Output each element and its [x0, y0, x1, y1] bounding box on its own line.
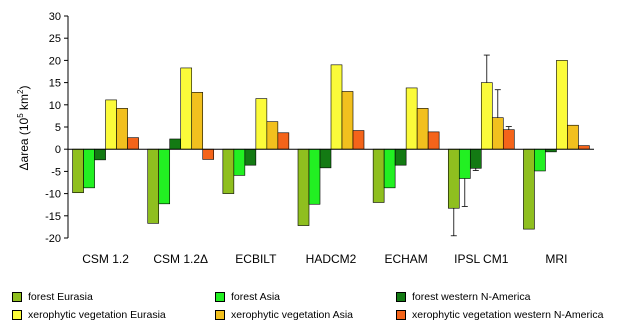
bar-s2-c3	[319, 148, 332, 169]
bar-s2-c1	[169, 138, 182, 150]
bar-s4-c1	[191, 92, 204, 150]
bar-s0-c3	[297, 148, 310, 226]
bar-s0-c2	[222, 148, 235, 194]
bar-s5-c3	[352, 130, 365, 150]
y-axis-title-part-3: )	[17, 86, 31, 90]
bar-s2-c4	[394, 148, 407, 166]
bar-s3-c2	[255, 98, 268, 150]
legend-swatch-5	[396, 310, 406, 320]
bar-s1-c5	[458, 148, 471, 179]
bar-s3-c4	[405, 87, 418, 150]
bar-s1-c1	[158, 148, 171, 205]
bar-s5-c0	[127, 137, 139, 150]
category-label-1: CSM 1.2Δ	[153, 252, 208, 266]
bar-s0-c4	[372, 148, 385, 203]
category-label-4: ECHAM	[384, 252, 427, 266]
legend-item-1: forest Asia	[215, 291, 280, 303]
bar-s5-c5	[502, 129, 515, 150]
bar-s4-c0	[116, 108, 128, 150]
y-tick-label-6: 0	[55, 144, 61, 156]
legend-item-5: xerophytic vegetation western N-America	[396, 309, 603, 321]
y-tick-label-4: 10	[49, 100, 61, 112]
legend-item-0: forest Eurasia	[12, 291, 93, 303]
svg-text:Δarea (105 km2): Δarea (105 km2)	[16, 86, 31, 171]
legend-label-5: xerophytic vegetation western N-America	[412, 309, 604, 321]
bar-s1-c2	[233, 148, 246, 176]
legend-swatch-4	[215, 310, 225, 320]
bar-s1-c0	[83, 148, 95, 189]
bar-s3-c1	[180, 67, 193, 150]
bar-s0-c0	[72, 148, 84, 194]
bar-s4-c5	[491, 117, 504, 150]
legend-label-3: xerophytic vegetation Eurasia	[28, 309, 166, 321]
legend-label-1: forest Asia	[231, 291, 281, 303]
bar-s3-c6	[556, 60, 568, 150]
legend-label-4: xerophytic vegetation Asia	[231, 309, 353, 321]
bar-s1-c3	[308, 148, 321, 205]
plot-area: 30 25 20 15 10 5 0 -5 -10 -15 -20 CSM 1.2 CSM 1.2Δ EC…	[45, 11, 594, 266]
bar-s5-c2	[277, 132, 290, 150]
bar-s5-c4	[427, 131, 440, 150]
legend-swatch-3	[12, 310, 22, 320]
legend-item-3: xerophytic vegetation Eurasia	[12, 309, 166, 321]
bar-s5-c1	[202, 148, 215, 160]
bar-s4-c6	[567, 124, 579, 150]
bar-s0-c6	[523, 148, 535, 230]
legend-label-2: forest western N-America	[412, 291, 531, 303]
y-axis-title-superscript-2: 2	[16, 89, 25, 94]
bar-s0-c1	[147, 148, 160, 224]
bar-s3-c3	[330, 64, 343, 150]
category-label-0: CSM 1.2	[82, 252, 129, 266]
bar-s2-c0	[94, 148, 106, 161]
y-tick-label-9: -15	[45, 211, 61, 223]
bar-s4-c2	[266, 121, 279, 150]
y-tick-label-3: 15	[49, 78, 61, 90]
category-label-2: ECBILT	[235, 252, 277, 266]
legend-swatch-2	[396, 292, 406, 302]
legend-label-0: forest Eurasia	[28, 291, 93, 303]
y-axis-title-superscript-1: 5	[16, 113, 25, 118]
y-tick-label-2: 20	[49, 55, 61, 67]
legend-swatch-1	[215, 292, 225, 302]
bar-s2-c2	[244, 148, 257, 166]
legend-item-2: forest western N-America	[396, 291, 530, 303]
y-tick-label-10: -20	[45, 233, 61, 245]
bar-s0-c5	[447, 148, 460, 209]
bar-s1-c6	[534, 148, 546, 172]
category-label-6: MRI	[545, 252, 567, 266]
category-label-3: HADCM2	[306, 252, 357, 266]
legend-swatch-0	[12, 292, 22, 302]
y-tick-label-5: 5	[55, 122, 61, 134]
bar-s3-c5	[480, 82, 493, 150]
bar-s1-c4	[383, 148, 396, 189]
bar-chart: Δarea (105 km2) 302520151050-5-10-15-20C…	[16, 11, 594, 266]
y-tick-label-0: 30	[49, 11, 61, 23]
bar-s4-c3	[341, 91, 354, 150]
y-tick-label-7: -5	[51, 166, 61, 178]
bar-s3-c0	[105, 99, 117, 150]
bar-s2-c5	[469, 148, 482, 169]
y-axis-title-part-2: km	[17, 94, 31, 113]
legend-item-4: xerophytic vegetation Asia	[215, 309, 353, 321]
y-axis-title: Δarea (105 km2)	[16, 86, 31, 171]
bar-s5-c6	[578, 145, 590, 150]
category-label-5: IPSL CM1	[454, 252, 509, 266]
bar-s4-c4	[416, 108, 429, 150]
y-tick-label-1: 25	[49, 33, 61, 45]
y-axis-title-part-1: Δarea (10	[17, 117, 31, 170]
y-tick-label-8: -10	[45, 189, 61, 201]
